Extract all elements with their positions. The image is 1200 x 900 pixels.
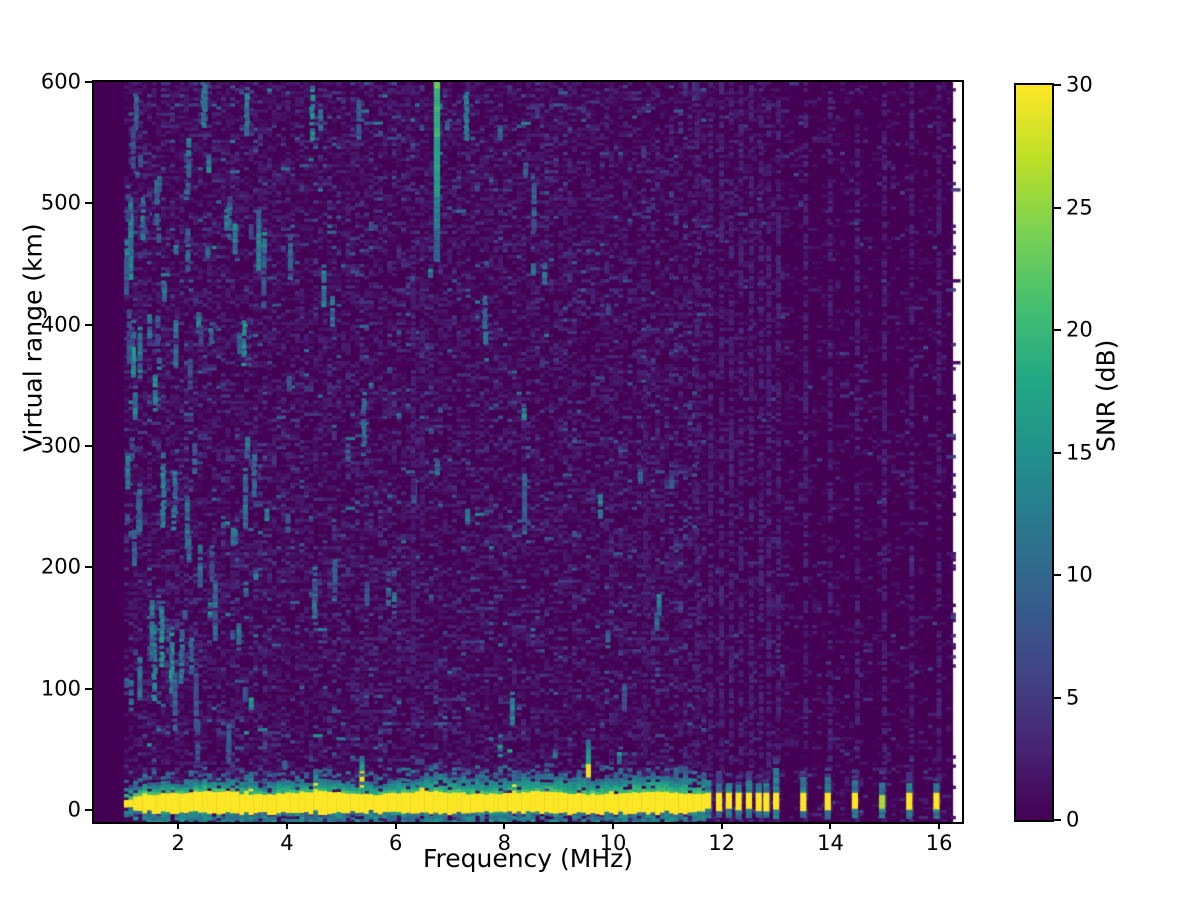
x-tick-label: 8 [497,831,512,855]
x-tick-label: 2 [171,831,185,855]
y-tick-label: 0 [67,797,81,822]
colorbar-tick-mark [1054,574,1061,576]
colorbar-tick-label: 15 [1066,440,1093,464]
colorbar-tick-label: 5 [1066,685,1080,709]
x-tick-mark [720,822,723,829]
colorbar-tick-label: 30 [1066,72,1093,97]
y-tick-label: 600 [40,69,81,94]
colorbar-tick-label: 10 [1066,562,1093,587]
x-tick-mark [394,822,397,829]
x-tick-mark [285,822,288,829]
x-tick-mark [829,822,832,829]
heatmap-plot [92,80,964,824]
x-tick-label: 14 [817,831,844,855]
y-tick-label: 500 [40,190,81,215]
y-tick-label: 200 [40,554,81,579]
colorbar-tick-mark [1054,819,1061,821]
y-tick-mark [85,808,92,811]
colorbar-tick-mark [1054,329,1061,331]
colorbar-tick-label: 0 [1066,807,1080,832]
x-tick-label: 10 [599,831,627,855]
y-tick-mark [85,323,92,326]
colorbar-tick-mark [1054,84,1061,86]
x-tick-label: 12 [708,831,736,855]
x-tick-label: 16 [925,831,953,855]
colorbar-tick-mark [1054,696,1061,699]
y-tick-mark [85,81,92,83]
x-tick-label: 6 [388,831,403,855]
y-tick-mark [85,566,92,569]
heatmap-canvas [94,82,962,822]
colorbar-tick-mark [1054,206,1061,209]
y-tick-mark [85,444,92,447]
x-axis-label: Frequency (MHz) [422,844,634,873]
y-tick-label: 100 [40,676,81,701]
y-tick-label: 300 [40,433,81,458]
colorbar-tick-label: 25 [1066,195,1093,219]
y-tick-label: 400 [40,312,81,337]
x-tick-mark [503,822,506,829]
x-tick-mark [612,822,615,829]
y-tick-mark [85,687,92,690]
x-tick-label: 4 [280,831,294,855]
colorbar-gradient [1016,85,1052,820]
colorbar-tick-mark [1054,451,1061,454]
x-tick-mark [177,822,180,829]
x-tick-mark [938,822,941,829]
y-tick-mark [85,202,92,205]
colorbar [1014,83,1054,822]
colorbar-tick-label: 20 [1066,317,1093,342]
